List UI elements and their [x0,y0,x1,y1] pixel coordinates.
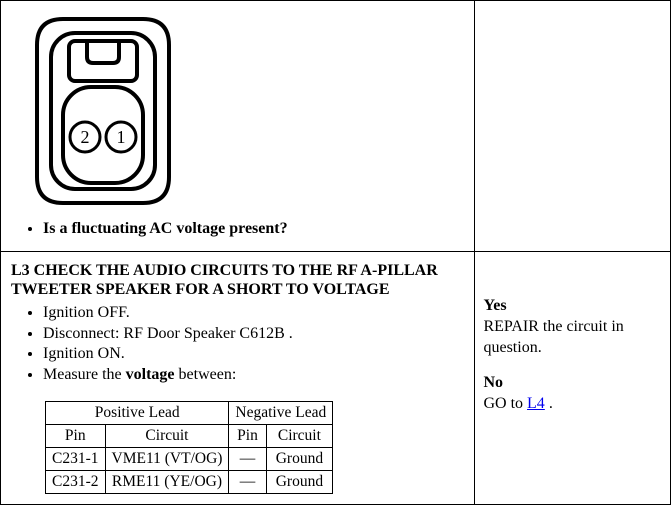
subhead-pin: Pin [229,425,266,448]
instruction-text: Ignition OFF. [43,304,130,321]
answer-yes-label: Yes [483,296,662,317]
instruction-item: Disconnect: RF Door Speaker C612B . [43,324,466,344]
answer-block: Yes REPAIR the circuit in question. No G… [483,296,662,414]
step-right-cell: Yes REPAIR the circuit in question. No G… [475,252,671,505]
instruction-text-pre: Measure the [43,366,126,383]
connector-pin-1-label: 1 [117,127,126,147]
step-header: L3 CHECK THE AUDIO CIRCUITS TO THE RF A-… [9,258,466,301]
cell-neg-pin: — [229,471,266,494]
spacer [483,359,662,373]
step-row-l3: L3 CHECK THE AUDIO CIRCUITS TO THE RF A-… [1,252,671,505]
cell-pos-circuit: RME11 (YE/OG) [105,471,229,494]
no-action-pre: GO to [483,395,527,412]
answer-no-action: GO to L4 . [483,394,662,415]
instruction-item: Ignition OFF. [43,303,466,323]
instruction-item: Measure the voltage between: [43,365,466,385]
connector-diagram: 2 1 [23,11,183,211]
cell-neg-circuit: Ground [266,448,333,471]
instruction-text: Ignition ON. [43,345,125,362]
instruction-text: Disconnect: RF Door Speaker C612B . [43,325,293,342]
step-left-cell: 2 1 Is a fluctuating AC voltage present? [1,1,475,252]
leads-table: Positive Lead Negative Lead Pin Circuit … [45,401,333,494]
subhead-circuit: Circuit [105,425,229,448]
goto-link[interactable]: L4 [527,395,545,412]
table-row: Positive Lead Negative Lead [46,402,333,425]
procedure-table: 2 1 Is a fluctuating AC voltage present?… [0,0,671,505]
cell-neg-pin: — [229,448,266,471]
subhead-pin: Pin [46,425,106,448]
cell-pos-circuit: VME11 (VT/OG) [105,448,229,471]
instruction-text-post: between: [175,366,237,383]
step-instructions: Ignition OFF. Disconnect: RF Door Speake… [9,303,466,385]
no-action-post: . [545,395,553,412]
connector-pin-2-label: 2 [81,127,90,147]
step-row-l2-continued: 2 1 Is a fluctuating AC voltage present? [1,1,671,252]
answer-yes-action: REPAIR the circuit in question. [483,317,662,359]
heading-negative-lead: Negative Lead [229,402,333,425]
step-right-cell [475,1,671,252]
cell-pos-pin: C231-1 [46,448,106,471]
step-question: Is a fluctuating AC voltage present? [43,219,466,239]
answer-no-label: No [483,373,662,394]
table-row: Pin Circuit Pin Circuit [46,425,333,448]
cell-pos-pin: C231-2 [46,471,106,494]
subhead-circuit: Circuit [266,425,333,448]
instruction-item: Ignition ON. [43,344,466,364]
instruction-text-bold: voltage [126,366,175,383]
step-left-cell: L3 CHECK THE AUDIO CIRCUITS TO THE RF A-… [1,252,475,505]
table-row: C231-1 VME11 (VT/OG) — Ground [46,448,333,471]
question-list: Is a fluctuating AC voltage present? [9,219,466,239]
heading-positive-lead: Positive Lead [46,402,229,425]
question-text: Is a fluctuating AC voltage present? [43,220,288,237]
cell-neg-circuit: Ground [266,471,333,494]
table-row: C231-2 RME11 (YE/OG) — Ground [46,471,333,494]
